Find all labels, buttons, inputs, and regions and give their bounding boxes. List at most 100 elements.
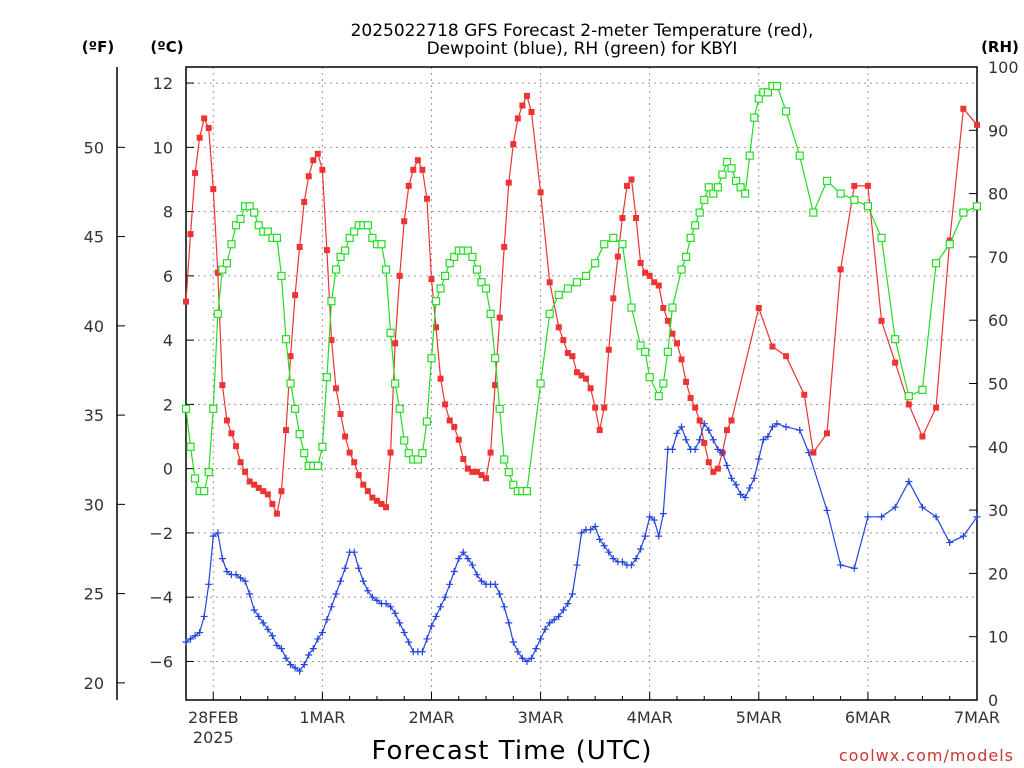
x-tick-label: 1MAR — [299, 708, 345, 727]
dewpoint-point — [473, 571, 481, 579]
temperature-point — [283, 427, 290, 434]
rh-point — [618, 240, 627, 249]
dewpoint-point — [696, 436, 704, 444]
rh-point — [709, 189, 718, 198]
rh-point — [250, 208, 259, 217]
dewpoint-point — [641, 532, 649, 540]
dewpoint-point — [905, 478, 913, 486]
dewpoint-point — [341, 564, 349, 572]
temperature-point — [578, 372, 585, 379]
fahrenheit-tick-label: 25 — [84, 585, 104, 604]
rh-tick-label: 40 — [988, 438, 1008, 457]
dewpoint-point — [823, 506, 831, 514]
rh-point — [504, 468, 513, 477]
temperature-point — [646, 272, 653, 279]
dewpoint-point — [705, 426, 713, 434]
temperature-point — [223, 417, 230, 424]
chart-title-line1: 2025022718 GFS Forecast 2-meter Temperat… — [351, 21, 814, 41]
dewpoint-point — [718, 449, 726, 457]
dewpoint-point — [568, 590, 576, 598]
rh-point — [572, 278, 582, 287]
rh-point — [363, 221, 372, 230]
temperature-point — [669, 330, 676, 337]
temperature-point — [323, 247, 330, 254]
dewpoint-point — [837, 561, 845, 569]
temperature-point — [642, 269, 649, 276]
dewpoint-point — [723, 461, 731, 469]
temperature-point — [205, 125, 212, 132]
celsius-tick-label: −6 — [149, 652, 173, 671]
dewpoint-point — [805, 449, 813, 457]
temperature-point — [687, 394, 694, 401]
rh-point — [500, 455, 509, 464]
temperature-point — [310, 157, 317, 164]
temperature-point — [305, 173, 312, 180]
rh-point — [822, 176, 832, 186]
dewpoint-point — [187, 635, 195, 643]
celsius-tick-label: −4 — [149, 588, 173, 607]
temperature-point — [628, 176, 635, 183]
temperature-point — [378, 500, 385, 507]
temperature-point — [583, 375, 590, 382]
temperature-point — [401, 218, 408, 225]
temperature-point — [219, 382, 226, 389]
rh-point — [627, 303, 636, 312]
temperature-point — [405, 182, 412, 189]
temperature-point — [701, 439, 708, 446]
temperature-point — [573, 369, 580, 376]
dewpoint-point — [537, 635, 545, 643]
dewpoint-point — [605, 548, 613, 556]
temperature-point — [210, 186, 217, 193]
temperature-point — [864, 182, 871, 189]
dewpoint-point — [405, 638, 413, 646]
dewpoint-point — [205, 580, 213, 588]
temperature-point — [546, 279, 553, 286]
rh-point — [750, 113, 759, 122]
rh-point — [700, 195, 709, 205]
temperature-point — [387, 449, 394, 456]
dewpoint-point — [637, 545, 645, 553]
temperature-point — [237, 459, 244, 466]
celsius-tick-label: 10 — [153, 138, 173, 157]
dewpoint-point — [650, 516, 658, 524]
x-year-label: 2025 — [193, 728, 234, 747]
rh-tick-label: 30 — [988, 501, 1008, 520]
rh-point — [381, 265, 391, 274]
dewpoint-point — [878, 513, 886, 521]
rh-tick-label: 0 — [988, 691, 998, 710]
temperature-point — [560, 337, 567, 344]
rh-point — [581, 271, 591, 280]
temperature-point — [528, 108, 535, 115]
dewpoint-point — [241, 577, 249, 585]
dewpoint-point — [505, 619, 513, 627]
dewpoint-point — [755, 455, 763, 463]
dewpoint-point — [732, 481, 740, 489]
dewpoint-point — [396, 619, 404, 627]
temperature-point — [851, 182, 858, 189]
rh-point — [331, 265, 341, 274]
x-tick-label: 2MAR — [408, 708, 454, 727]
fahrenheit-tick-label: 20 — [84, 674, 104, 693]
celsius-tick-label: 6 — [163, 267, 173, 286]
rh-point — [636, 341, 645, 350]
rh-point — [213, 309, 222, 318]
temperature-point — [728, 417, 735, 424]
temperature-point — [605, 346, 612, 353]
rh-point — [413, 455, 422, 464]
temperature-point — [373, 497, 380, 504]
temperature-point — [255, 484, 262, 491]
dewpoint-point — [587, 526, 595, 534]
dewpoint-point — [750, 474, 758, 482]
rh-point — [209, 404, 218, 413]
dewpoint-point — [387, 603, 395, 611]
temperature-point — [383, 504, 390, 511]
dewpoint-point — [277, 645, 285, 653]
rh-point — [891, 335, 900, 344]
rh-point — [368, 233, 377, 243]
rh-point — [486, 309, 495, 318]
rh-point — [722, 157, 732, 167]
dewpoint-point — [573, 561, 581, 569]
temperature-point — [483, 475, 490, 482]
celsius-tick-label: 0 — [163, 460, 173, 479]
rh-point — [686, 233, 695, 243]
